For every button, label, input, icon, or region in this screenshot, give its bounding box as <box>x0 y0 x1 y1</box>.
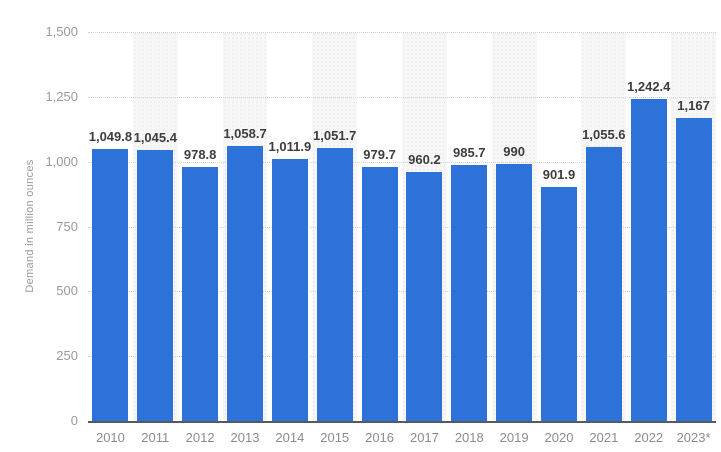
x-axis-line <box>88 421 716 423</box>
gridline-250 <box>88 356 716 358</box>
x-axis-tick-label-2015: 2015 <box>320 430 350 445</box>
bar-2014[interactable] <box>271 158 308 421</box>
y-axis-tick-label: 1,500 <box>45 24 78 39</box>
gridline-1,000 <box>88 161 716 163</box>
x-axis-tick-label-2021: 2021 <box>589 430 619 445</box>
x-axis-tick-label-2018: 2018 <box>454 430 484 445</box>
x-axis-tick-label-2011: 2011 <box>141 430 170 445</box>
bar-value-label-2019: 990 <box>503 144 525 160</box>
y-axis-tick-label: 1,250 <box>45 88 78 104</box>
bar-2012[interactable] <box>182 167 219 421</box>
bar-2011[interactable] <box>137 149 174 421</box>
x-axis-tick-label-2017: 2017 <box>409 430 439 445</box>
x-axis-tick-label-2020: 2020 <box>544 430 574 445</box>
bar-value-label-2011: 1,045.4 <box>133 129 177 145</box>
bar-2010[interactable] <box>92 148 129 421</box>
bar-2015[interactable] <box>316 148 353 421</box>
gridline-500 <box>88 291 716 293</box>
bar-value-label-2012: 978.8 <box>183 147 217 163</box>
x-axis-tick-label-2013: 2013 <box>230 430 260 445</box>
bar-2020[interactable] <box>541 187 577 421</box>
bar-2019[interactable] <box>496 164 533 421</box>
gridline-750 <box>88 226 716 228</box>
bar-value-label-2014: 1,011.9 <box>268 138 312 154</box>
bar-value-label-2020: 901.9 <box>542 167 576 183</box>
gridline-1,250 <box>88 96 716 98</box>
x-axis-tick-label-2012: 2012 <box>185 430 215 445</box>
x-axis-tick-label-2014: 2014 <box>275 430 305 445</box>
gridline-1,500 <box>88 32 716 33</box>
x-axis-tick-label-2023*: 2023* <box>676 430 711 445</box>
bar-value-label-2022: 1,242.4 <box>627 78 671 94</box>
bar-value-label-2010: 1,049.8 <box>88 128 133 144</box>
bar-2013[interactable] <box>227 146 263 421</box>
bar-2018[interactable] <box>451 165 488 421</box>
bar-2022[interactable] <box>630 98 667 421</box>
bar-value-label-2016: 979.7 <box>363 146 396 162</box>
x-axis-tick-label-2022: 2022 <box>634 430 664 445</box>
bar-value-label-2013: 1,058.7 <box>223 126 267 142</box>
bar-value-label-2015: 1,051.7 <box>313 128 357 144</box>
y-axis-tick-label: 250 <box>56 348 78 364</box>
y-axis-tick-label: 1,000 <box>45 153 78 169</box>
bar-value-label-2018: 985.7 <box>453 145 486 161</box>
bar-value-label-2021: 1,055.6 <box>582 127 626 143</box>
y-axis-tick-label: 750 <box>56 218 78 234</box>
x-axis-tick-label-2010: 2010 <box>95 430 125 445</box>
bar-2021[interactable] <box>585 147 622 421</box>
bar-2016[interactable] <box>361 166 398 421</box>
y-axis-tick-label: 500 <box>56 283 78 299</box>
y-axis-tick-label: 0 <box>70 413 78 428</box>
bar-value-label-2023*: 1,167 <box>677 98 710 114</box>
x-axis-tick-label-2016: 2016 <box>365 430 395 445</box>
bar-2023*[interactable] <box>675 118 712 421</box>
bar-2017[interactable] <box>406 171 443 421</box>
x-axis-tick-label-2019: 2019 <box>499 430 529 445</box>
bar-value-label-2017: 960.2 <box>408 151 441 167</box>
